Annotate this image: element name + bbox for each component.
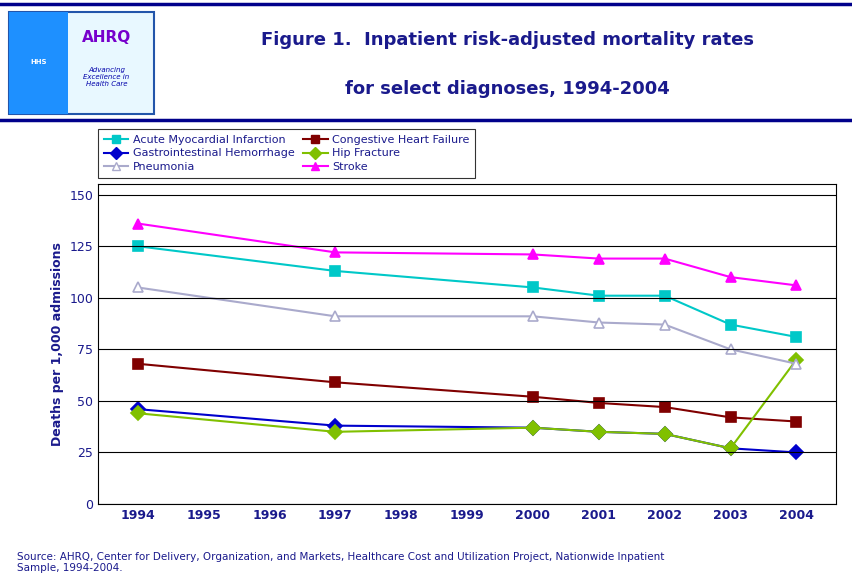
Text: Advancing
Excellence in
Health Care: Advancing Excellence in Health Care	[83, 67, 130, 87]
Hip Fracture	[791, 356, 801, 363]
Hip Fracture	[132, 410, 142, 416]
FancyBboxPatch shape	[9, 13, 153, 114]
Pneumonia	[330, 313, 340, 320]
Gastrointestinal Hemorrhage	[724, 445, 734, 452]
Pneumonia	[593, 319, 603, 326]
Acute Myocardial Infarction	[527, 284, 538, 291]
Gastrointestinal Hemorrhage	[527, 425, 538, 431]
Hip Fracture	[724, 445, 734, 452]
Pneumonia	[724, 346, 734, 353]
Congestive Heart Failure	[527, 393, 538, 400]
Congestive Heart Failure	[330, 379, 340, 386]
Gastrointestinal Hemorrhage	[791, 449, 801, 456]
Pneumonia	[659, 321, 669, 328]
Line: Pneumonia: Pneumonia	[133, 283, 800, 369]
Congestive Heart Failure	[724, 414, 734, 421]
Stroke	[791, 282, 801, 289]
Gastrointestinal Hemorrhage	[659, 430, 669, 437]
Congestive Heart Failure	[132, 361, 142, 367]
Hip Fracture	[527, 425, 538, 431]
FancyBboxPatch shape	[9, 13, 68, 114]
Acute Myocardial Infarction	[132, 242, 142, 249]
Congestive Heart Failure	[593, 400, 603, 407]
Congestive Heart Failure	[659, 404, 669, 411]
Pneumonia	[527, 313, 538, 320]
Gastrointestinal Hemorrhage	[330, 422, 340, 429]
Text: Figure 1.  Inpatient risk-adjusted mortality rates: Figure 1. Inpatient risk-adjusted mortal…	[261, 31, 753, 48]
Line: Congestive Heart Failure: Congestive Heart Failure	[133, 359, 800, 426]
Line: Acute Myocardial Infarction: Acute Myocardial Infarction	[133, 241, 800, 342]
Stroke	[132, 220, 142, 227]
Text: Source: AHRQ, Center for Delivery, Organization, and Markets, Healthcare Cost an: Source: AHRQ, Center for Delivery, Organ…	[17, 552, 664, 573]
Acute Myocardial Infarction	[330, 267, 340, 274]
Acute Myocardial Infarction	[724, 321, 734, 328]
Stroke	[330, 249, 340, 256]
Text: HHS: HHS	[30, 59, 47, 65]
Acute Myocardial Infarction	[791, 334, 801, 340]
Hip Fracture	[593, 429, 603, 435]
Stroke	[659, 255, 669, 262]
Congestive Heart Failure	[791, 418, 801, 425]
Stroke	[724, 274, 734, 281]
Gastrointestinal Hemorrhage	[593, 429, 603, 435]
Acute Myocardial Infarction	[593, 292, 603, 299]
Legend: Acute Myocardial Infarction, Gastrointestinal Hemorrhage, Pneumonia, Congestive : Acute Myocardial Infarction, Gastrointes…	[98, 129, 475, 178]
Line: Gastrointestinal Hemorrhage: Gastrointestinal Hemorrhage	[133, 404, 800, 457]
Stroke	[527, 251, 538, 258]
Acute Myocardial Infarction	[659, 292, 669, 299]
Hip Fracture	[330, 429, 340, 435]
Hip Fracture	[659, 430, 669, 437]
Pneumonia	[791, 361, 801, 367]
Text: for select diagnoses, 1994-2004: for select diagnoses, 1994-2004	[345, 80, 669, 98]
Line: Stroke: Stroke	[133, 219, 800, 290]
Gastrointestinal Hemorrhage	[132, 406, 142, 412]
Text: AHRQ: AHRQ	[82, 29, 131, 45]
Pneumonia	[132, 284, 142, 291]
Stroke	[593, 255, 603, 262]
Y-axis label: Deaths per 1,000 admissions: Deaths per 1,000 admissions	[51, 242, 64, 446]
Line: Hip Fracture: Hip Fracture	[133, 355, 800, 453]
